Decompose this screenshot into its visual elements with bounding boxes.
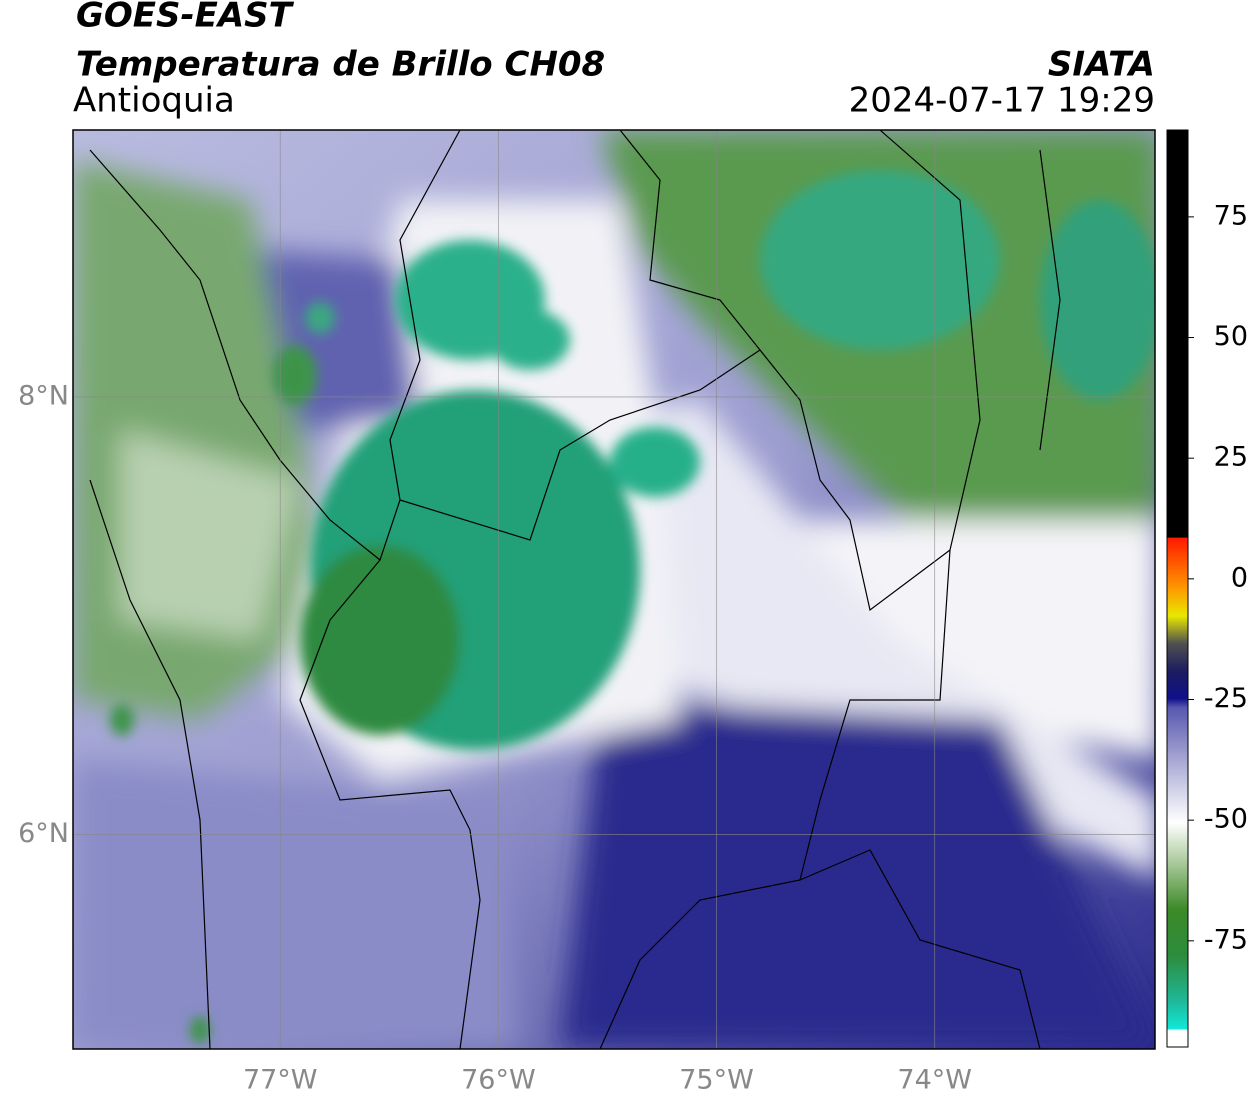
region: Antioquia (73, 81, 235, 121)
colorbar-tick-label: -25 (1204, 683, 1248, 714)
x-tick-label: 76°W (461, 1065, 536, 1096)
colorbar-tick-label: 50 (1214, 321, 1248, 352)
colorbar-tick-label: 25 (1214, 442, 1248, 473)
datetime: 2024-07-17 19:29 (849, 81, 1155, 121)
y-tick-label: 8°N (18, 380, 69, 411)
map-frame (72, 129, 1156, 1050)
satellite-image (73, 130, 1155, 1049)
subtitle: Temperatura de Brillo CH08 (76, 45, 605, 85)
graticule: 77°W 76°W 75°W 74°W 6°N 8°N (18, 130, 1155, 1096)
colorbar-tick-label: 0 (1231, 562, 1248, 593)
x-tick-label: 74°W (897, 1065, 972, 1096)
colorbar-tick-label: 75 (1214, 200, 1248, 231)
y-tick-label: 6°N (18, 818, 69, 849)
source: SIATA (1048, 45, 1155, 85)
x-tick-label: 77°W (243, 1065, 318, 1096)
colorbar (1166, 129, 1189, 1048)
colorbar-ticks: -75 -50 -25 0 25 50 75 (1188, 200, 1248, 955)
x-tick-label: 75°W (679, 1065, 754, 1096)
colorbar-tick-label: -50 (1204, 804, 1248, 835)
colorbar-tick-label: -75 (1204, 924, 1248, 955)
title: GOES-EAST (76, 0, 295, 36)
